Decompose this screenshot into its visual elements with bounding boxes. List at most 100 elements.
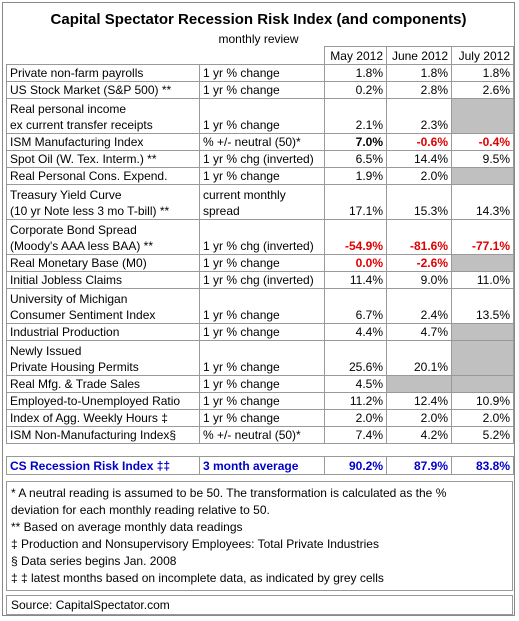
label-line: Employed-to-Unemployed Ratio (10, 394, 181, 408)
row: University of Michigan Consumer Sentiment… (6, 288, 514, 324)
value: 11.4% (324, 271, 387, 289)
row-label: Index of Agg. Weekly Hours ‡ (6, 409, 200, 427)
measure: 1 yr % change (199, 167, 325, 185)
value: 15.3% (386, 184, 452, 220)
value (451, 375, 514, 393)
label-line: University of Michigan (10, 292, 128, 306)
value: 2.8% (386, 81, 452, 99)
row-label: Industrial Production (6, 323, 200, 341)
subtitle: monthly review (218, 32, 299, 46)
value: 2.0% (386, 167, 452, 185)
value: 1.8% (324, 64, 387, 82)
value: 13.5% (451, 288, 514, 324)
note-line: ‡ ‡ latest months based on incomplete da… (11, 571, 384, 585)
label-line: Industrial Production (10, 325, 120, 339)
measure-line: 1 yr % change (203, 66, 280, 80)
value: 25.6% (324, 340, 387, 376)
measure: % +/- neutral (50)* (199, 426, 325, 444)
value (451, 254, 514, 272)
label-line: Consumer Sentiment Index (10, 308, 156, 322)
measure: % +/- neutral (50)* (199, 133, 325, 151)
row-label: Private non-farm payrolls (6, 64, 200, 82)
measure: 1 yr % change (199, 254, 325, 272)
value: 5.2% (451, 426, 514, 444)
row: Employed-to-Unemployed Ratio 1 yr % chang… (6, 392, 514, 410)
label-line: (Moody's AAA less BAA) ** (10, 239, 154, 253)
value (451, 340, 514, 376)
value: 12.4% (386, 392, 452, 410)
value: 2.4% (386, 288, 452, 324)
label-line: Private non-farm payrolls (10, 66, 144, 80)
measure: 1 yr % change (199, 392, 325, 410)
row-label: Newly Issued Private Housing Permits (6, 340, 200, 376)
measure-line: 1 yr % change (203, 169, 280, 183)
row: ISM Manufacturing Index % +/- neutral (50… (6, 133, 514, 151)
header-row: May 2012 June 2012 July 2012 (6, 46, 514, 65)
value: 2.0% (324, 409, 387, 427)
row: Private non-farm payrolls 1 yr % change 1.… (6, 64, 514, 82)
summary-value: 87.9% (386, 456, 452, 475)
source: Source: CapitalSpectator.com (6, 595, 513, 615)
row-label: ISM Non-Manufacturing Index§ (6, 426, 200, 444)
value: 2.6% (451, 81, 514, 99)
measure-line: 1 yr % change (203, 394, 280, 408)
measure: 1 yr % change (199, 98, 325, 134)
measure: 1 yr % chg (inverted) (199, 150, 325, 168)
label-line: ISM Manufacturing Index (10, 135, 144, 149)
row-label: Initial Jobless Claims (6, 271, 200, 289)
row-label: University of Michigan Consumer Sentiment… (6, 288, 200, 324)
column-header: May 2012 (324, 46, 387, 65)
row-label: US Stock Market (S&P 500) ** (6, 81, 200, 99)
value: 2.0% (386, 409, 452, 427)
label-line: Real Personal Cons. Expend. (10, 169, 168, 183)
value: 4.5% (324, 375, 387, 393)
measure-line: 1 yr % chg (inverted) (203, 239, 314, 253)
summary-value: 90.2% (324, 456, 387, 475)
value: 14.3% (451, 184, 514, 220)
value: 7.0% (324, 133, 387, 151)
label-line: Private Housing Permits (10, 360, 139, 374)
summary-measure: 3 month average (199, 456, 325, 475)
value: 2.1% (324, 98, 387, 134)
value: 14.4% (386, 150, 452, 168)
value: 7.4% (324, 426, 387, 444)
measure: 1 yr % change (199, 64, 325, 82)
label-line: Initial Jobless Claims (10, 273, 123, 287)
value: 1.8% (451, 64, 514, 82)
measure-line: current monthly (203, 188, 286, 202)
measure-line: spread (203, 204, 240, 218)
row: Index of Agg. Weekly Hours ‡ 1 yr % chang… (6, 409, 514, 427)
label-line: ISM Non-Manufacturing Index§ (10, 428, 177, 442)
measure-line: % +/- neutral (50)* (203, 428, 301, 442)
measure-line: 1 yr % chg (inverted) (203, 152, 314, 166)
value: 6.5% (324, 150, 387, 168)
value: 1.9% (324, 167, 387, 185)
note-line: § Data series begins Jan. 2008 (11, 554, 177, 568)
measure-line: 1 yr % change (203, 377, 280, 391)
label-line: Real personal income (10, 102, 127, 116)
measure: 1 yr % change (199, 323, 325, 341)
value: -2.6% (386, 254, 452, 272)
column-header: July 2012 (451, 46, 514, 65)
summary-table: CS Recession Risk Index ‡‡ 3 month averag… (6, 456, 514, 475)
row: ISM Non-Manufacturing Index§ % +/- neutra… (6, 426, 514, 444)
label-line: US Stock Market (S&P 500) ** (10, 83, 172, 97)
measure: 1 yr % change (199, 288, 325, 324)
value (451, 167, 514, 185)
label-line: (10 yr Note less 3 mo T-bill) ** (10, 204, 170, 218)
note-line: ** Based on average monthly data reading… (11, 520, 243, 534)
value: 20.1% (386, 340, 452, 376)
value: 6.7% (324, 288, 387, 324)
value: 9.0% (386, 271, 452, 289)
value: 0.0% (324, 254, 387, 272)
row-label: Spot Oil (W. Tex. Interm.) ** (6, 150, 200, 168)
row: Real Monetary Base (M0) 1 yr % change 0.0%… (6, 254, 514, 272)
measure-line: % +/- neutral (50)* (203, 135, 301, 149)
value (386, 375, 452, 393)
row: Treasury Yield Curve (10 yr Note less 3 m… (6, 184, 514, 220)
note-line: ‡ Production and Nonsupervisory Employee… (11, 537, 379, 551)
value: 1.8% (386, 64, 452, 82)
row: Initial Jobless Claims 1 yr % chg (invert… (6, 271, 514, 289)
row-label: Treasury Yield Curve (10 yr Note less 3 m… (6, 184, 200, 220)
value: 11.2% (324, 392, 387, 410)
